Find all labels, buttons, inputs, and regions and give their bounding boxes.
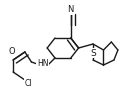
Text: S: S <box>90 48 96 58</box>
Text: O: O <box>9 48 15 56</box>
Text: N: N <box>68 6 74 14</box>
Text: HN: HN <box>37 58 48 68</box>
Text: Cl: Cl <box>25 78 33 88</box>
